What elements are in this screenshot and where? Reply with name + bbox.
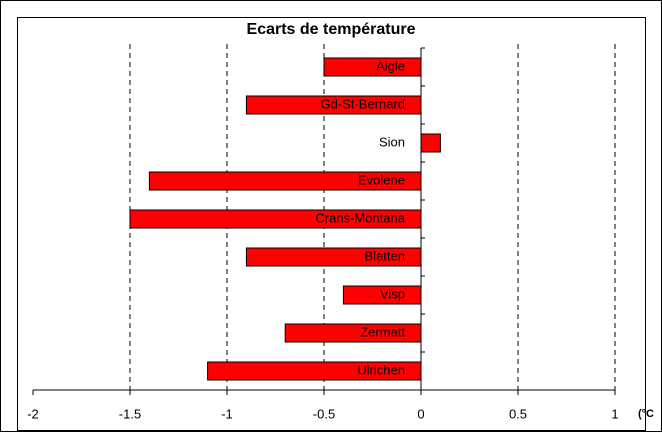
category-label: Sion <box>379 134 405 149</box>
category-label: Aigle <box>376 58 405 73</box>
x-axis-label: (°C <box>638 408 654 420</box>
x-tick-label: 0 <box>417 406 424 421</box>
category-label: Zermatt <box>360 324 405 339</box>
x-tick-label: 0.5 <box>509 406 527 421</box>
category-label: Blatten <box>365 248 405 263</box>
x-tick-label: -1 <box>221 406 233 421</box>
category-label: Evolene <box>358 172 405 187</box>
category-label: Crans-Montana <box>315 210 405 225</box>
x-tick-label: -0.5 <box>313 406 335 421</box>
category-label: Gd-St-Bernard <box>320 96 405 111</box>
plot-frame <box>17 17 646 431</box>
bar <box>323 57 422 77</box>
category-label: Ulrichen <box>357 362 405 377</box>
chart-title: Ecarts de température <box>247 21 416 38</box>
category-label: Visp <box>380 286 405 301</box>
x-tick-label: -2 <box>27 406 39 421</box>
bar <box>420 133 441 153</box>
x-tick-label: 1 <box>611 406 618 421</box>
x-tick-label: -1.5 <box>119 406 141 421</box>
